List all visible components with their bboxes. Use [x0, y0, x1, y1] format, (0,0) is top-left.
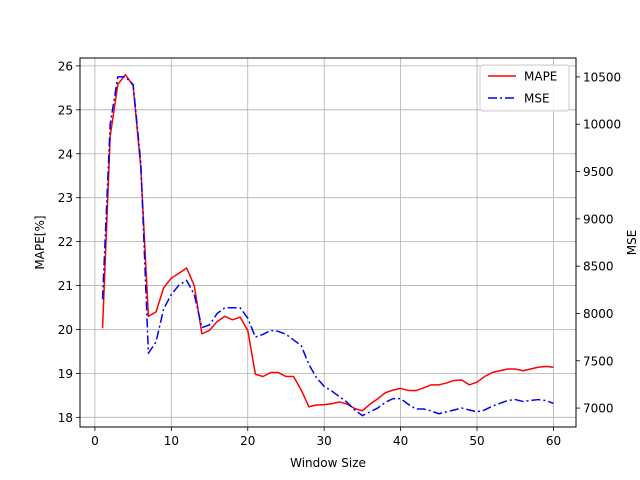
- x-axis-ticks: 0 10 20 30 40 50 60: [91, 427, 561, 448]
- y-tick-label: 26: [58, 59, 73, 73]
- y2-tick-label: 10000: [583, 118, 621, 132]
- legend-label-mse: MSE: [524, 92, 550, 106]
- x-tick-label: 20: [240, 434, 255, 448]
- grid: [80, 58, 576, 427]
- x-tick-label: 30: [317, 434, 332, 448]
- y2-tick-label: 9500: [583, 165, 614, 179]
- plot-frame: [79, 57, 577, 428]
- y2-tick-label: 10500: [583, 70, 621, 84]
- y-tick-label: 18: [58, 411, 73, 425]
- y-tick-label: 22: [58, 235, 73, 249]
- y-tick-label: 24: [58, 147, 73, 161]
- x-tick-label: 50: [469, 434, 484, 448]
- y-tick-label: 23: [58, 191, 73, 205]
- x-tick-label: 0: [91, 434, 99, 448]
- y-tick-label: 25: [58, 103, 73, 117]
- y-axis-ticks: 18 19 20 21 22 23 24 25 26: [58, 59, 80, 425]
- legend-label-mape: MAPE: [524, 70, 557, 84]
- y-tick-label: 21: [58, 279, 73, 293]
- y-tick-label: 19: [58, 367, 73, 381]
- y2-axis-ticks: 7000 7500 8000 8500 9000 9500 10000 10500: [576, 70, 621, 416]
- x-tick-label: 10: [164, 434, 179, 448]
- series-line-mape: [101, 73, 554, 412]
- y2-axis-label: MSE: [625, 230, 639, 256]
- y-axis-label: MAPE[%]: [33, 215, 47, 269]
- x-tick-label: 40: [393, 434, 408, 448]
- y-tick-label: 20: [58, 323, 73, 337]
- x-tick-label: 60: [546, 434, 561, 448]
- y2-tick-label: 7500: [583, 354, 614, 368]
- series-lines: [101, 73, 554, 417]
- y2-tick-label: 7000: [583, 402, 614, 416]
- x-axis-label: Window Size: [290, 456, 366, 470]
- series-line-mse: [101, 76, 554, 417]
- y2-tick-label: 8000: [583, 307, 614, 321]
- y2-tick-label: 8500: [583, 260, 614, 274]
- legend: MAPE MSE: [479, 64, 570, 112]
- y2-tick-label: 9000: [583, 212, 614, 226]
